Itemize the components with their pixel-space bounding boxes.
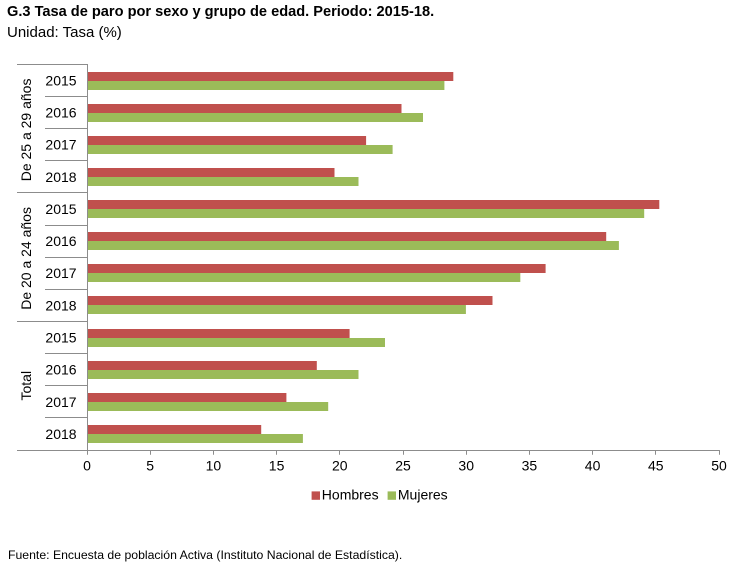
svg-text:2017: 2017 [45,394,76,410]
svg-text:40: 40 [585,458,601,474]
svg-text:2016: 2016 [45,233,76,249]
svg-text:5: 5 [146,458,154,474]
svg-text:2015: 2015 [45,330,76,346]
svg-text:De 25 a 29 años: De 25 a 29 años [18,79,34,182]
svg-text:2015: 2015 [45,72,76,88]
svg-text:Mujeres: Mujeres [398,486,448,502]
svg-text:2018: 2018 [45,426,76,442]
svg-text:30: 30 [458,458,474,474]
svg-text:50: 50 [711,458,727,474]
svg-text:10: 10 [206,458,222,474]
svg-text:15: 15 [269,458,285,474]
svg-text:20: 20 [332,458,348,474]
svg-text:Total: Total [18,371,34,401]
svg-text:2018: 2018 [45,169,76,185]
svg-text:2015: 2015 [45,201,76,217]
svg-text:2016: 2016 [45,105,76,121]
svg-text:2018: 2018 [45,297,76,313]
svg-text:25: 25 [395,458,411,474]
svg-text:2017: 2017 [45,265,76,281]
svg-text:45: 45 [648,458,664,474]
svg-text:De 20 a 24 años: De 20 a 24 años [18,207,34,310]
svg-text:2017: 2017 [45,137,76,153]
svg-text:Hombres: Hombres [322,486,379,502]
svg-text:2016: 2016 [45,362,76,378]
svg-text:0: 0 [83,458,91,474]
svg-text:35: 35 [522,458,538,474]
